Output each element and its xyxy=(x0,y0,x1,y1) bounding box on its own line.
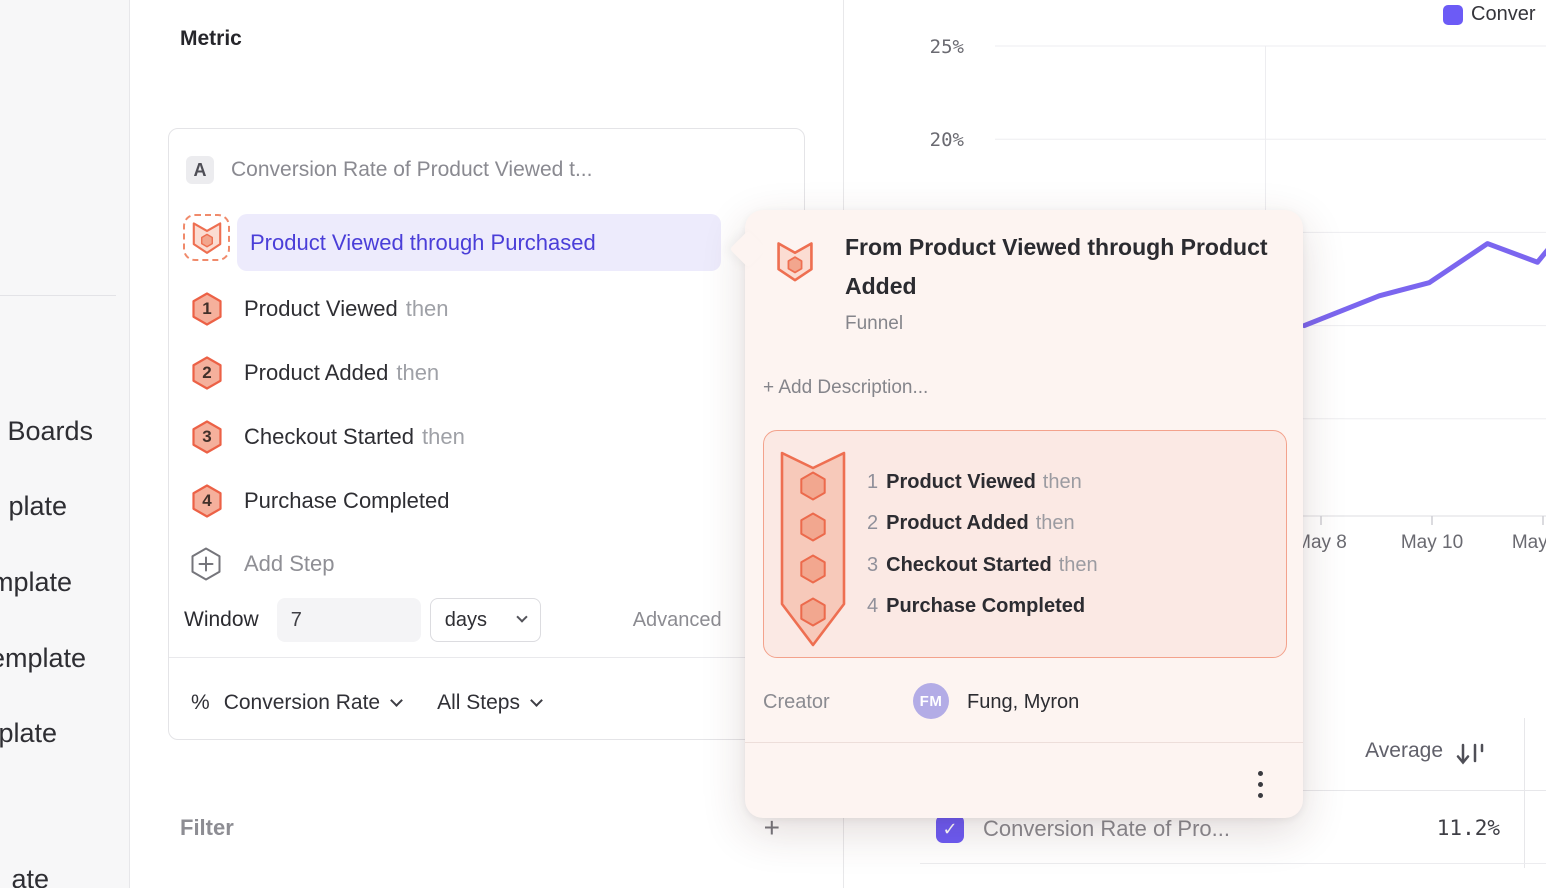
advanced-link[interactable]: Advanced xyxy=(632,608,722,631)
chart-legend-item[interactable]: Conver xyxy=(1443,3,1535,26)
step-2-badge: 2 xyxy=(192,356,222,390)
svg-text:May 10: May 10 xyxy=(1401,532,1463,553)
table-column-divider xyxy=(1524,718,1525,868)
popover-type-label: Funnel xyxy=(845,313,904,334)
sidebar-item-template-1[interactable]: plate xyxy=(8,491,67,521)
average-column-header[interactable]: Average xyxy=(1365,739,1443,762)
sidebar-divider xyxy=(0,295,116,296)
measure-prefix: % xyxy=(191,691,210,714)
card-divider xyxy=(169,657,804,658)
svg-text:25%: 25% xyxy=(930,36,965,58)
window-label: Window xyxy=(184,608,259,631)
add-step-button[interactable]: Add Step xyxy=(191,547,335,581)
funnel-details-popover: From Product Viewed through Product Adde… xyxy=(729,210,1303,818)
table-row-series-label[interactable]: Conversion Rate of Pro... xyxy=(983,816,1231,841)
sidebar-item-template-4[interactable]: plate xyxy=(0,718,57,748)
svg-text:May 8: May 8 xyxy=(1295,532,1347,553)
table-row-average-value: 11.2% xyxy=(1436,816,1500,840)
more-options-kebab-button[interactable] xyxy=(1254,767,1267,802)
popover-step-4: 4 Purchase Completed xyxy=(867,595,1086,617)
window-value-input[interactable] xyxy=(276,598,421,642)
popover-step-2: 2 Product Added then xyxy=(867,512,1075,534)
legend-swatch-icon xyxy=(1443,4,1463,25)
funnel-name-row[interactable]: Product Viewed through Purchased xyxy=(237,214,721,271)
chevron-down-icon xyxy=(390,693,403,707)
creator-label: Creator xyxy=(763,691,830,713)
window-row: Window days Advanced xyxy=(184,598,722,642)
funnel-step-1[interactable]: 1 Product Viewed then xyxy=(192,291,449,327)
chevron-down-icon xyxy=(530,693,543,707)
add-filter-button[interactable]: + xyxy=(763,812,780,843)
funnel-step-3[interactable]: 3 Checkout Started then xyxy=(192,419,465,455)
add-description-button[interactable]: + Add Description... xyxy=(763,377,929,398)
metric-heading: Metric xyxy=(180,27,242,50)
series-a-badge: A xyxy=(186,156,214,184)
funnel-ribbon-icon xyxy=(780,451,846,647)
window-unit-select[interactable]: days xyxy=(429,598,541,642)
creator-avatar: FM xyxy=(913,683,949,719)
table-row-divider xyxy=(920,863,1546,864)
funnel-icon xyxy=(183,214,230,261)
funnel-step-2[interactable]: 2 Product Added then xyxy=(192,355,439,391)
funnel-icon xyxy=(777,242,813,282)
popover-step-1: 1 Product Viewed then xyxy=(867,471,1082,493)
metric-card: A Conversion Rate of Product Viewed t...… xyxy=(168,128,805,740)
funnel-summary-card: 1 Product Viewed then 2 Product Added then 3… xyxy=(763,430,1287,658)
steps-scope-dropdown[interactable]: All Steps xyxy=(437,691,520,714)
sidebar-item-boards[interactable]: Boards xyxy=(7,416,93,446)
metric-panel: Metric A Conversion Rate of Product View… xyxy=(130,0,843,888)
step-1-badge: 1 xyxy=(192,292,222,326)
step-4-badge: 4 xyxy=(192,484,222,518)
step-3-badge: 3 xyxy=(192,420,222,454)
filter-heading: Filter xyxy=(180,815,234,840)
legend-label: Conver xyxy=(1471,3,1536,25)
popover-title: From Product Viewed through Product Adde… xyxy=(845,234,1268,299)
sidebar-item-template-5[interactable]: ate xyxy=(11,864,49,888)
measure-row: % Conversion Rate All Steps xyxy=(191,685,543,721)
funnel-name-label: Product Viewed through Purchased xyxy=(250,229,596,255)
creator-name: Fung, Myron xyxy=(967,691,1080,713)
filter-section-header: Filter + xyxy=(180,814,780,842)
sort-descending-icon xyxy=(1456,743,1484,765)
svg-text:May 12: May 12 xyxy=(1512,532,1546,553)
add-step-hexagon-plus-icon xyxy=(191,547,221,581)
chevron-down-icon xyxy=(516,611,528,623)
popover-footer-divider xyxy=(745,742,1303,743)
measure-dropdown[interactable]: Conversion Rate xyxy=(223,691,381,714)
funnel-step-4[interactable]: 4 Purchase Completed xyxy=(192,483,457,519)
series-checkbox[interactable] xyxy=(936,815,964,843)
sidebar-item-template-2[interactable]: mplate xyxy=(0,567,72,597)
popover-step-3: 3 Checkout Started then xyxy=(867,554,1098,576)
svg-text:20%: 20% xyxy=(930,129,965,151)
metric-title[interactable]: Conversion Rate of Product Viewed t... xyxy=(231,158,593,181)
